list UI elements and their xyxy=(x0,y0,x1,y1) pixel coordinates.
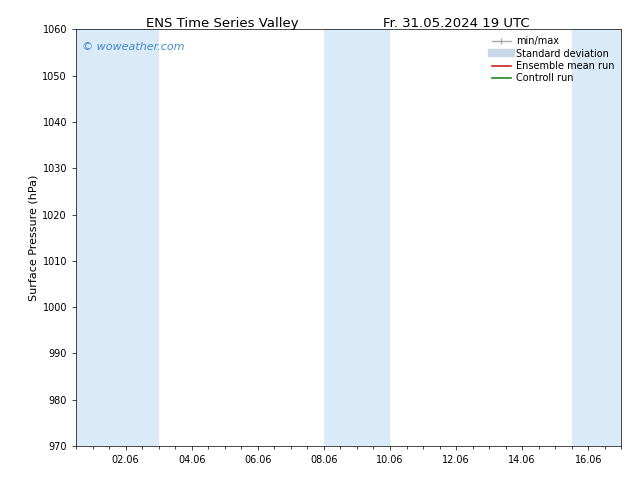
Legend: min/max, Standard deviation, Ensemble mean run, Controll run: min/max, Standard deviation, Ensemble me… xyxy=(488,32,618,87)
Bar xyxy=(324,29,390,446)
Text: ENS Time Series Valley: ENS Time Series Valley xyxy=(146,17,298,30)
Y-axis label: Surface Pressure (hPa): Surface Pressure (hPa) xyxy=(29,174,38,301)
Bar xyxy=(76,29,158,446)
Text: Fr. 31.05.2024 19 UTC: Fr. 31.05.2024 19 UTC xyxy=(383,17,530,30)
Text: © woweather.com: © woweather.com xyxy=(82,42,184,52)
Bar xyxy=(572,29,621,446)
